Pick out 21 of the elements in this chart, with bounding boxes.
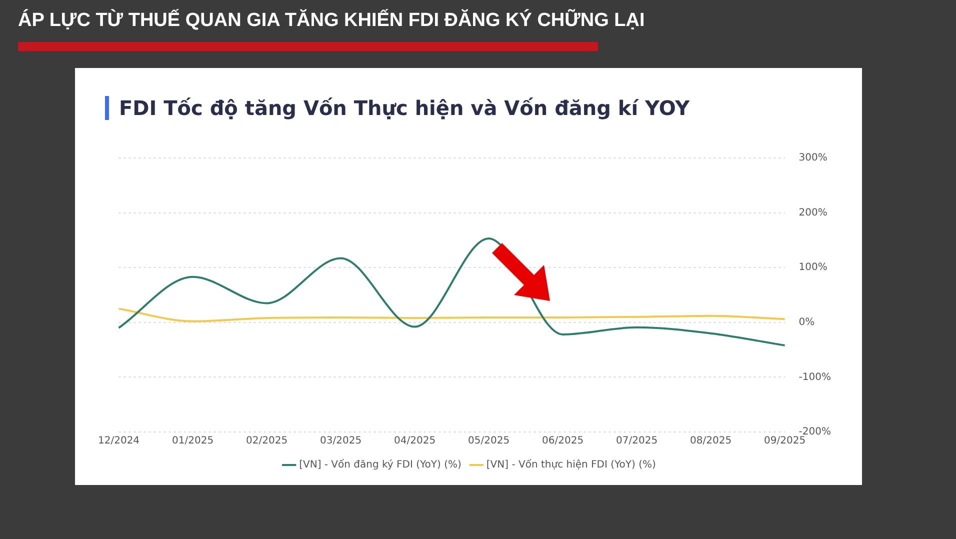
legend-label: [VN] - Vốn thực hiện FDI (YoY) (%) <box>486 458 656 471</box>
y-tick-label: 0% <box>798 316 815 328</box>
y-tick-label: -100% <box>798 372 832 383</box>
line-series <box>118 308 786 322</box>
x-tick-label: 03/2025 <box>320 436 362 447</box>
legend-label: [VN] - Vốn đăng ký FDI (YoY) (%) <box>299 458 462 471</box>
x-tick-label: 04/2025 <box>394 436 436 447</box>
x-tick-label: 01/2025 <box>172 436 214 447</box>
chart-subtitle: FDI Tốc độ tăng Vốn Thực hiện và Vốn đăng kí YOY <box>105 96 690 120</box>
x-tick-label: 06/2025 <box>542 436 584 447</box>
x-tick-label: 09/2025 <box>764 436 806 447</box>
y-tick-label: 300% <box>798 152 828 164</box>
x-tick-label: 07/2025 <box>616 436 658 447</box>
line-series <box>118 238 786 346</box>
x-tick-label: 12/2024 <box>98 436 140 447</box>
chart-title: ÁP LỰC TỪ THUẾ QUAN GIA TĂNG KHIẾN FDI ĐĂNG KÝ CHỮNG LẠI <box>18 10 645 32</box>
x-tick-label: 08/2025 <box>690 436 732 447</box>
y-tick-label: 100% <box>798 262 828 274</box>
y-tick-label: 200% <box>798 207 828 218</box>
x-tick-label: 02/2025 <box>246 436 288 447</box>
x-tick-label: 05/2025 <box>468 436 510 447</box>
